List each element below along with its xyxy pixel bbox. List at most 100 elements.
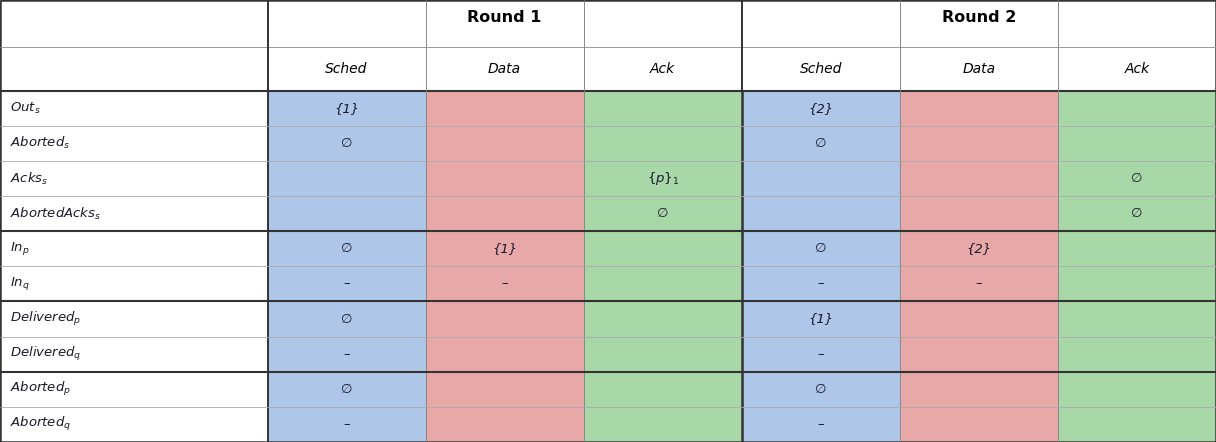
Text: ∅: ∅ xyxy=(657,207,669,220)
Bar xyxy=(426,301,584,337)
Text: ∅: ∅ xyxy=(1131,172,1143,185)
Bar xyxy=(426,231,584,266)
Text: $\{p\}_1$: $\{p\}_1$ xyxy=(647,170,679,187)
Bar xyxy=(268,161,426,196)
Text: Round 2: Round 2 xyxy=(941,11,1017,25)
Text: ∅: ∅ xyxy=(815,242,827,255)
Text: $\mathit{Aborted}_{s}$: $\mathit{Aborted}_{s}$ xyxy=(10,135,69,151)
Bar xyxy=(268,372,426,407)
Bar xyxy=(584,372,742,407)
Text: Round 1: Round 1 xyxy=(467,11,542,25)
Bar xyxy=(268,336,426,372)
Text: Data: Data xyxy=(962,62,996,76)
Bar xyxy=(426,161,584,196)
Bar xyxy=(268,301,426,337)
Text: Data: Data xyxy=(488,62,522,76)
Text: –: – xyxy=(343,418,350,431)
Text: Sched: Sched xyxy=(800,62,841,76)
Bar xyxy=(584,126,742,161)
Text: $\mathit{Aborted}_{q}$: $\mathit{Aborted}_{q}$ xyxy=(10,415,71,434)
Text: ∅: ∅ xyxy=(815,137,827,150)
Text: $\mathit{Aborted}_{p}$: $\mathit{Aborted}_{p}$ xyxy=(10,380,71,398)
Text: Ack: Ack xyxy=(651,62,675,76)
Text: $\mathit{Out}_{s}$: $\mathit{Out}_{s}$ xyxy=(10,101,40,116)
Bar xyxy=(426,336,584,372)
Bar xyxy=(742,336,900,372)
Bar xyxy=(742,126,900,161)
Text: –: – xyxy=(817,418,824,431)
Text: $\mathit{In}_{p}$: $\mathit{In}_{p}$ xyxy=(10,240,29,257)
Bar xyxy=(0,372,268,407)
Bar xyxy=(584,161,742,196)
Bar xyxy=(584,231,742,266)
Bar xyxy=(742,196,900,231)
Text: ∅: ∅ xyxy=(340,383,353,396)
Bar xyxy=(900,196,1058,231)
Bar xyxy=(0,0,1216,91)
Bar xyxy=(268,266,426,301)
Bar xyxy=(900,336,1058,372)
Bar xyxy=(1058,126,1216,161)
Bar xyxy=(426,407,584,442)
Text: ∅: ∅ xyxy=(815,383,827,396)
Text: {2}: {2} xyxy=(809,102,833,114)
Text: $\mathit{Acks}_{s}$: $\mathit{Acks}_{s}$ xyxy=(10,171,47,187)
Bar xyxy=(584,91,742,126)
Bar xyxy=(1058,336,1216,372)
Bar xyxy=(584,407,742,442)
Bar xyxy=(426,372,584,407)
Text: {1}: {1} xyxy=(809,312,833,325)
Bar xyxy=(584,266,742,301)
Text: $\mathit{AbortedAcks}_{s}$: $\mathit{AbortedAcks}_{s}$ xyxy=(10,206,101,221)
Bar xyxy=(268,196,426,231)
Bar xyxy=(900,301,1058,337)
Bar xyxy=(900,91,1058,126)
Bar xyxy=(1058,196,1216,231)
Text: $\mathit{In}_{q}$: $\mathit{In}_{q}$ xyxy=(10,275,29,292)
Bar xyxy=(584,336,742,372)
Bar xyxy=(268,91,426,126)
Text: $\mathit{Delivered}_{p}$: $\mathit{Delivered}_{p}$ xyxy=(10,310,81,328)
Text: Ack: Ack xyxy=(1125,62,1149,76)
Text: {1}: {1} xyxy=(334,102,359,114)
Bar xyxy=(268,126,426,161)
Bar xyxy=(1058,161,1216,196)
Bar xyxy=(0,266,268,301)
Bar xyxy=(1058,91,1216,126)
Bar xyxy=(0,196,268,231)
Bar xyxy=(1058,231,1216,266)
Bar xyxy=(584,196,742,231)
Bar xyxy=(742,266,900,301)
Bar xyxy=(742,407,900,442)
Bar xyxy=(426,126,584,161)
Bar xyxy=(900,372,1058,407)
Text: –: – xyxy=(501,278,508,290)
Text: ∅: ∅ xyxy=(340,137,353,150)
Bar xyxy=(742,161,900,196)
Bar xyxy=(900,266,1058,301)
Bar xyxy=(742,301,900,337)
Bar xyxy=(0,301,268,337)
Text: ∅: ∅ xyxy=(1131,207,1143,220)
Bar xyxy=(268,231,426,266)
Text: –: – xyxy=(975,278,983,290)
Text: –: – xyxy=(817,348,824,361)
Bar xyxy=(1058,372,1216,407)
Text: –: – xyxy=(343,348,350,361)
Bar xyxy=(0,407,268,442)
Bar xyxy=(900,161,1058,196)
Bar xyxy=(900,407,1058,442)
Bar xyxy=(742,372,900,407)
Text: {2}: {2} xyxy=(967,242,991,255)
Text: Sched: Sched xyxy=(326,62,367,76)
Text: ∅: ∅ xyxy=(340,242,353,255)
Bar xyxy=(1058,266,1216,301)
Text: $\mathit{Delivered}_{q}$: $\mathit{Delivered}_{q}$ xyxy=(10,345,81,363)
Bar xyxy=(426,196,584,231)
Bar xyxy=(0,126,268,161)
Bar xyxy=(742,91,900,126)
Bar xyxy=(0,231,268,266)
Bar xyxy=(426,91,584,126)
Text: –: – xyxy=(817,278,824,290)
Bar xyxy=(900,231,1058,266)
